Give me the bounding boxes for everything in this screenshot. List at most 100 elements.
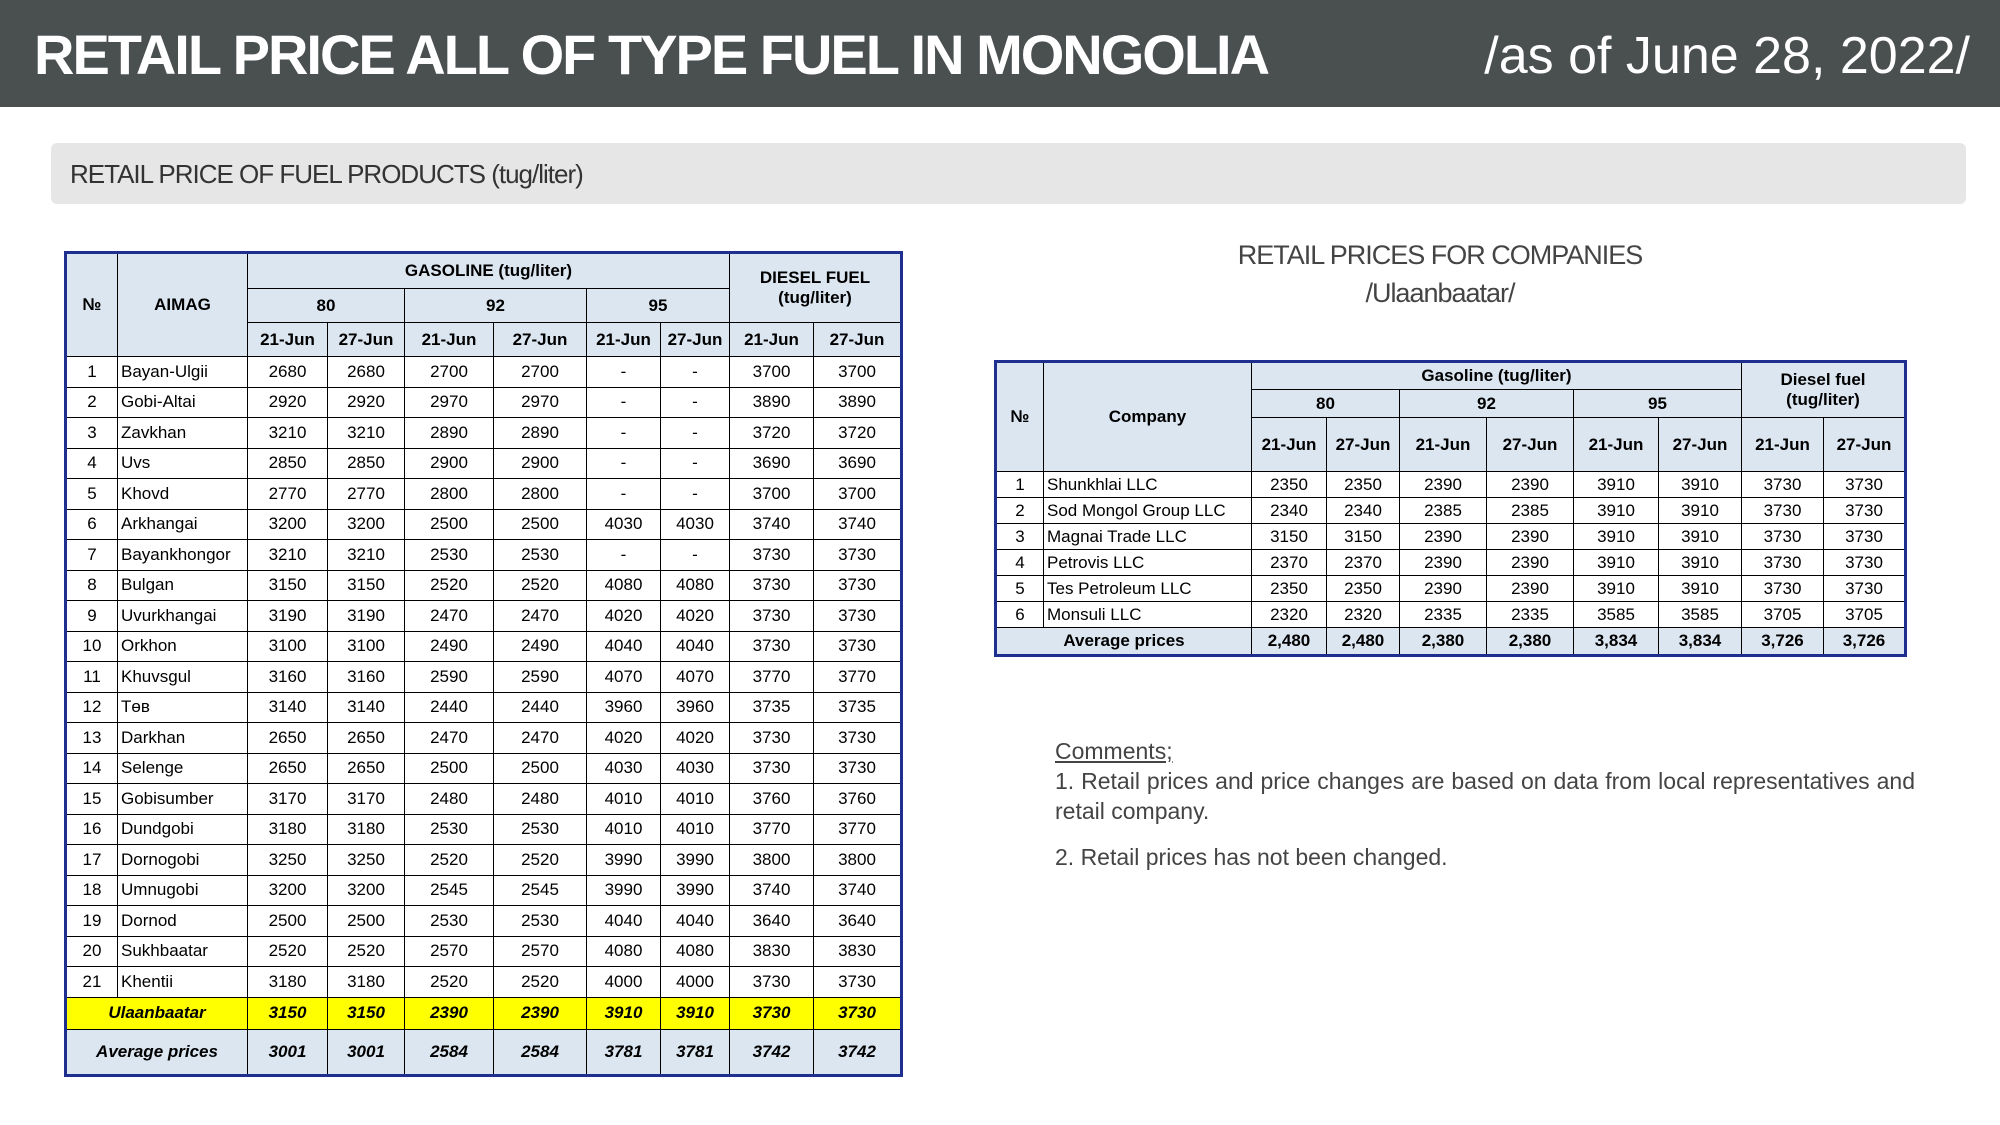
cell: 2770 [247,478,328,510]
cell: 3700 [813,478,902,510]
cell: 3990 [586,874,661,906]
cell: 2370 [1326,549,1400,576]
cell: 2970 [493,386,587,418]
data-row: 18 Umnugobi 3200 3200 2545 2545 3990 3990 3740 37… [65,874,902,906]
header-row: 21-Jun 27-Jun 21-Jun 27-Jun 21-Jun 27-Jun 21-J… [996,417,1906,472]
header-cell: 27-Jun [1486,417,1574,472]
cell: 3770 [729,661,814,693]
cell: 2900 [493,447,587,479]
cell: 3890 [813,386,902,418]
cell: 2590 [404,661,494,693]
header-cell: № [995,361,1044,472]
cell: 3705 [1823,601,1906,628]
header-row: 80 92 95 [66,288,902,323]
cell: 3170 [247,783,328,815]
cell: 13 [65,722,118,754]
cell: 3730 [1823,471,1906,498]
cell: 3705 [1741,601,1824,628]
cell: Petrovis LLC [1043,549,1252,576]
cell: 3730 [1741,471,1824,498]
cell: 3140 [247,691,328,723]
cell: 2390 [1486,523,1574,550]
cell: 4080 [660,569,730,601]
cell: 4040 [586,630,661,662]
cell: Khovd [117,478,248,510]
cell: 2530 [493,813,587,845]
cell: - [660,539,730,571]
header-cell: 27-Jun [660,322,730,357]
cell: 3700 [729,478,814,510]
cell: 3730 [1741,549,1824,576]
cell: 3735 [729,691,814,723]
header-cell: DIESEL FUEL (tug/liter) [729,252,902,323]
cell: 3742 [729,1028,814,1076]
cell: 2520 [404,844,494,876]
cell: 3730 [1823,575,1906,602]
page-date: /as of June 28, 2022/ [1484,27,1970,85]
cell: 3740 [729,508,814,540]
cell: - [660,417,730,449]
cell: 2490 [493,630,587,662]
cell: 1 [995,471,1044,498]
cell: 9 [65,600,118,632]
highlight-row: Ulaanbaatar 3150 3150 2390 2390 3910 3910 3730 3… [65,996,902,1030]
cell: 2340 [1326,497,1400,524]
header-cell: 27-Jun [813,322,902,357]
cell: Bayan-Ulgii [117,356,248,388]
average-row: Average prices 2,480 2,480 2,380 2,380 3,834 3… [995,627,1906,656]
header-cell: 80 [1251,389,1400,418]
cell: 2900 [404,447,494,479]
data-row: 11 Khuvsgul 3160 3160 2590 2590 4070 4070 3770 37… [65,661,902,693]
data-row: 5 Khovd 2770 2770 2800 2800- -3700 3700 [65,478,902,510]
cell: 3 [65,417,118,449]
cell: 4000 [586,966,661,998]
cell: Average prices [995,627,1252,656]
cell: - [660,386,730,418]
cell: Magnai Trade LLC [1043,523,1252,550]
cell: 2590 [493,661,587,693]
header-cell: 21-Jun [1251,417,1327,472]
cell: 2530 [404,905,494,937]
cell: 2390 [1399,549,1487,576]
cell: Dornod [117,905,248,937]
cell: 2545 [404,874,494,906]
cell: 2770 [327,478,405,510]
cell: 4080 [586,569,661,601]
cell: 2584 [404,1028,494,1076]
cell: 3730 [813,630,902,662]
cell: 2390 [1399,471,1487,498]
cell: 4010 [660,813,730,845]
cell: 3890 [729,386,814,418]
cell: 3190 [247,600,328,632]
average-row: Average prices 3001 3001 2584 2584 3781 3781 37… [65,1028,902,1076]
cell: 2390 [493,996,587,1030]
cell: - [586,447,661,479]
cell: 5 [995,575,1044,602]
cell: 2390 [1399,575,1487,602]
cell: 2440 [493,691,587,723]
cell: 3760 [729,783,814,815]
header-row: 80 92 95 [996,389,1906,418]
cell: 3781 [660,1028,730,1076]
cell: 3180 [247,966,328,998]
cell: 2,380 [1399,627,1487,656]
cell: 3910 [1658,497,1742,524]
cell: 3990 [586,844,661,876]
cell: Selenge [117,752,248,784]
cell: 2490 [404,630,494,662]
comment: 1. Retail prices and price changes are b… [1055,768,1915,824]
cell: 3730 [729,752,814,784]
data-row: 12 Төв 3140 3140 2440 2440 3960 3960 3735 3735 [65,691,902,723]
cell: 2390 [1486,575,1574,602]
cell: 3740 [729,874,814,906]
cell: 4030 [586,752,661,784]
cell: 3690 [813,447,902,479]
header-cell: 21-Jun [1573,417,1659,472]
cell: 2920 [247,386,328,418]
cell: - [586,356,661,388]
cell: Ulaanbaatar [65,996,248,1030]
cell: Arkhangai [117,508,248,540]
header-cell: 95 [586,288,730,323]
cell: 3210 [327,417,405,449]
